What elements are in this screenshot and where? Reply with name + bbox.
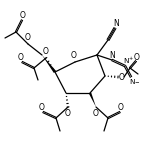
Polygon shape bbox=[89, 93, 96, 107]
Text: O: O bbox=[119, 72, 125, 81]
Text: N: N bbox=[129, 79, 135, 85]
Text: O: O bbox=[65, 108, 71, 117]
Text: N: N bbox=[113, 20, 119, 28]
Text: O: O bbox=[43, 48, 49, 57]
Text: O: O bbox=[25, 33, 31, 42]
Text: O: O bbox=[71, 51, 77, 60]
Text: O: O bbox=[118, 102, 124, 111]
Text: −: − bbox=[134, 80, 139, 84]
Text: O: O bbox=[93, 108, 99, 117]
Polygon shape bbox=[42, 55, 56, 73]
Text: N: N bbox=[109, 51, 115, 60]
Text: O: O bbox=[39, 102, 45, 111]
Text: +: + bbox=[128, 57, 133, 61]
Text: O: O bbox=[18, 52, 24, 62]
Text: N: N bbox=[123, 58, 129, 64]
Text: O: O bbox=[20, 11, 26, 20]
Text: O: O bbox=[134, 52, 140, 62]
